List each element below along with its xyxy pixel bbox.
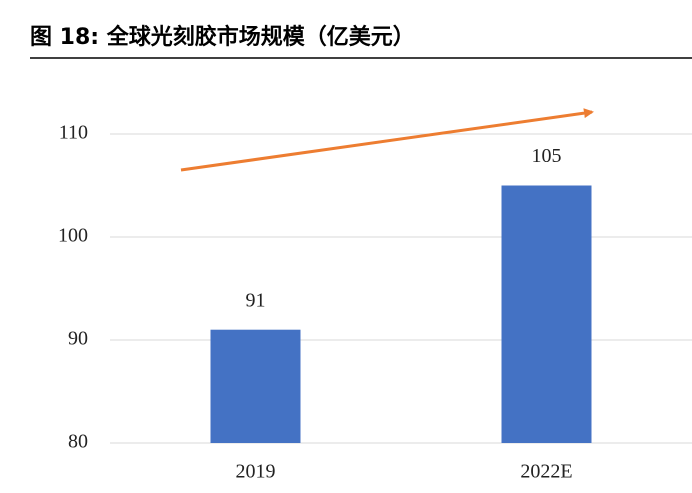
x-tick-label: 2019 bbox=[236, 461, 276, 483]
trend-arrow bbox=[180, 108, 594, 172]
value-label: 105 bbox=[532, 145, 562, 167]
value-label: 91 bbox=[246, 289, 266, 311]
y-tick-label: 80 bbox=[68, 431, 88, 453]
bar bbox=[210, 329, 301, 443]
bar bbox=[501, 185, 592, 443]
x-tick-label: 2022E bbox=[520, 461, 572, 483]
chart-title: 图 18: 全球光刻胶市场规模（亿美元） bbox=[30, 24, 415, 50]
y-tick-label: 110 bbox=[59, 122, 88, 144]
y-tick-label: 100 bbox=[58, 225, 88, 247]
y-tick-label: 90 bbox=[68, 328, 88, 350]
